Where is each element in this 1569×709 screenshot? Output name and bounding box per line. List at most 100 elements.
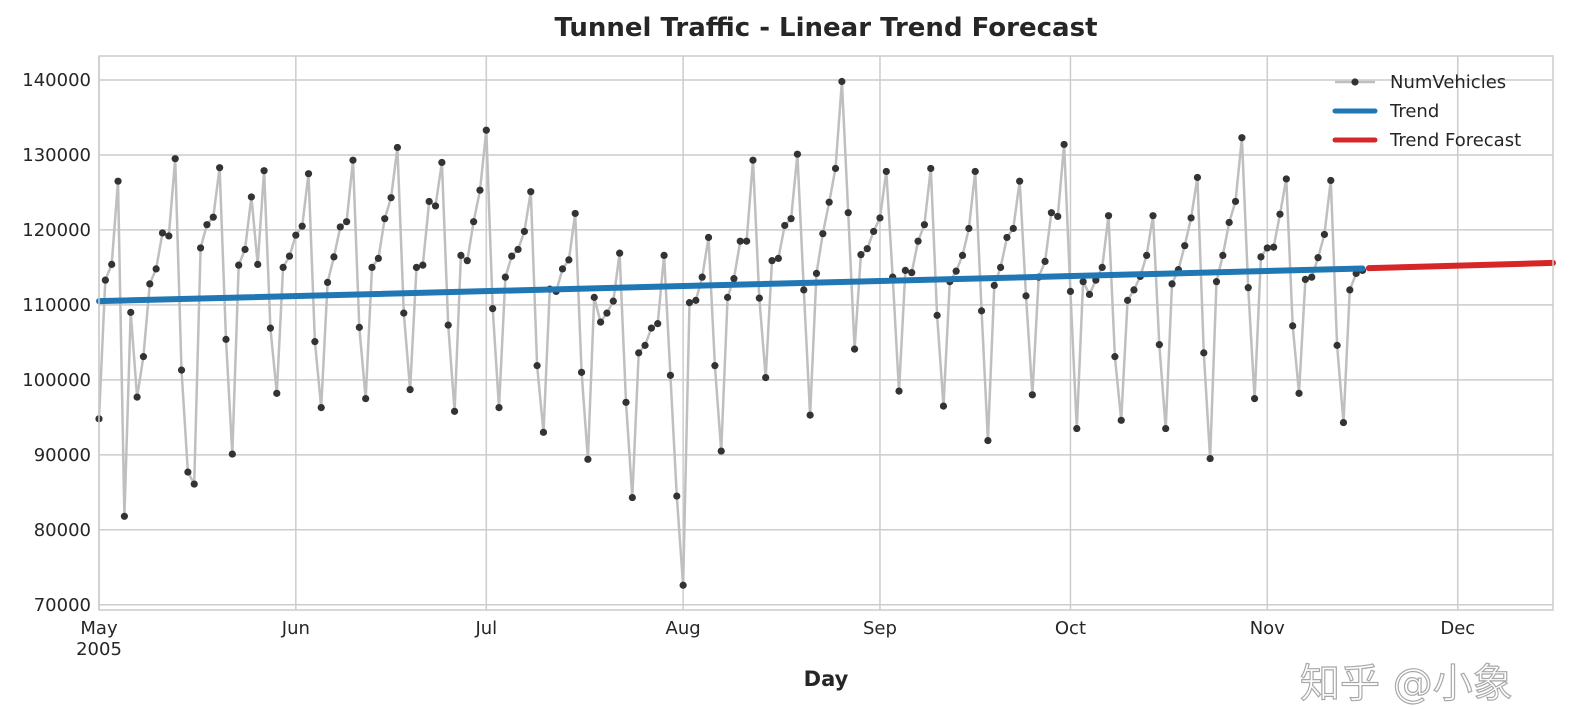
numvehicles-point — [527, 188, 535, 196]
plot-frame — [98, 55, 1554, 611]
numvehicles-point — [247, 193, 255, 201]
numvehicles-point — [1117, 416, 1125, 424]
numvehicles-point — [368, 263, 376, 272]
numvehicles-point — [850, 345, 859, 353]
trend-forecast-line — [1365, 259, 1556, 272]
numvehicles-point — [1270, 243, 1278, 251]
numvehicles-point — [190, 480, 198, 488]
numvehicles-point — [1212, 278, 1221, 286]
numvehicles-point — [1168, 280, 1176, 288]
y-tick-label: 120000 — [22, 220, 91, 241]
numvehicles-point — [927, 164, 935, 173]
numvehicles-point — [1073, 424, 1081, 433]
numvehicles-point — [863, 245, 871, 253]
numvehicles-point — [1047, 209, 1056, 217]
numvehicles-point — [1225, 218, 1233, 227]
numvehicles-point — [844, 209, 852, 217]
numvehicles-point — [571, 209, 579, 218]
numvehicles-point — [628, 493, 636, 502]
numvehicles-point — [330, 253, 338, 261]
numvehicles-point — [304, 170, 313, 178]
numvehicles-point — [698, 273, 706, 281]
numvehicles-point — [482, 126, 490, 134]
numvehicles-point — [977, 307, 986, 315]
numvehicles-point — [1187, 214, 1195, 222]
numvehicles-point — [774, 254, 782, 263]
numvehicles-point — [241, 245, 249, 254]
numvehicles-point — [781, 221, 789, 230]
numvehicles-point — [362, 394, 370, 403]
numvehicles-point — [1041, 257, 1049, 266]
numvehicles-point — [1003, 233, 1011, 242]
numvehicles-point — [165, 232, 173, 240]
numvehicles-point — [609, 297, 617, 305]
legend-label: NumVehicles — [1390, 72, 1506, 93]
numvehicles-point — [1257, 253, 1265, 261]
numvehicles-point — [298, 222, 306, 230]
numvehicles-point — [127, 308, 135, 316]
numvehicles-point — [616, 249, 624, 257]
numvehicles-point — [1130, 286, 1138, 294]
numvehicles-point — [311, 338, 319, 346]
numvehicles-point — [704, 233, 713, 242]
trend-line — [96, 265, 1366, 305]
numvehicles-point — [1060, 140, 1068, 149]
numvehicles-point — [374, 254, 382, 263]
x-tick-label: Dec — [1440, 618, 1475, 639]
numvehicles-point — [831, 164, 840, 173]
numvehicles-point — [1320, 230, 1329, 239]
numvehicles-point — [196, 244, 205, 252]
numvehicles-point — [1149, 212, 1157, 220]
numvehicles-point — [768, 257, 776, 265]
numvehicles-point — [806, 411, 814, 419]
numvehicles-point — [1276, 210, 1284, 218]
numvehicles-point — [266, 324, 275, 332]
numvehicles-point — [958, 251, 967, 260]
numvehicles-point — [533, 362, 541, 370]
numvehicles-point — [876, 214, 884, 222]
numvehicles-point — [222, 335, 230, 343]
x-tick-label: Oct — [1055, 618, 1086, 639]
numvehicles-point — [1155, 341, 1163, 349]
numvehicles-point — [679, 581, 687, 589]
numvehicles-point — [558, 265, 567, 273]
numvehicles-point — [114, 177, 122, 185]
numvehicles-point — [825, 198, 833, 206]
numvehicles-point — [590, 293, 598, 301]
numvehicles-point — [1327, 176, 1335, 185]
numvehicles-point — [673, 492, 681, 500]
numvehicles-point — [431, 202, 440, 210]
numvehicles-point — [1333, 341, 1341, 349]
y-tick-label: 140000 — [22, 70, 91, 91]
numvehicles-point — [139, 353, 148, 361]
numvehicles-point — [1022, 292, 1030, 300]
numvehicles-point — [209, 213, 217, 221]
numvehicles-point — [285, 252, 294, 260]
numvehicles-point — [577, 368, 586, 376]
numvehicles-point — [1028, 391, 1036, 399]
numvehicles-line — [97, 81, 1364, 586]
y-tick-label: 130000 — [22, 145, 91, 166]
numvehicles-point — [1009, 224, 1017, 233]
legend-marker-numvehicles — [1351, 78, 1359, 86]
x-tick-label: Aug — [666, 618, 701, 639]
numvehicles-point — [1282, 175, 1290, 183]
numvehicles-point — [254, 260, 262, 269]
numvehicles-point — [1098, 263, 1106, 272]
x-tick-label: Nov — [1250, 618, 1285, 639]
watermark: 知乎 @小象 — [1300, 661, 1513, 705]
numvehicles-point — [736, 237, 744, 245]
numvehicles-point — [343, 218, 351, 226]
numvehicles-point — [387, 194, 395, 202]
numvehicles-point — [692, 296, 700, 304]
numvehicles-point — [812, 269, 821, 278]
numvehicles-point — [216, 164, 224, 172]
numvehicles-point — [882, 167, 890, 176]
y-axis-ticks: 70000 80000 90000 100000 110000 120000 130000 1… — [22, 70, 91, 616]
numvehicles-point — [984, 436, 992, 445]
numvehicles-point — [997, 263, 1005, 272]
numvehicles-point — [1200, 349, 1208, 357]
numvehicles-point — [355, 323, 363, 331]
numvehicles-point — [406, 385, 414, 394]
numvehicles-point — [393, 143, 402, 152]
